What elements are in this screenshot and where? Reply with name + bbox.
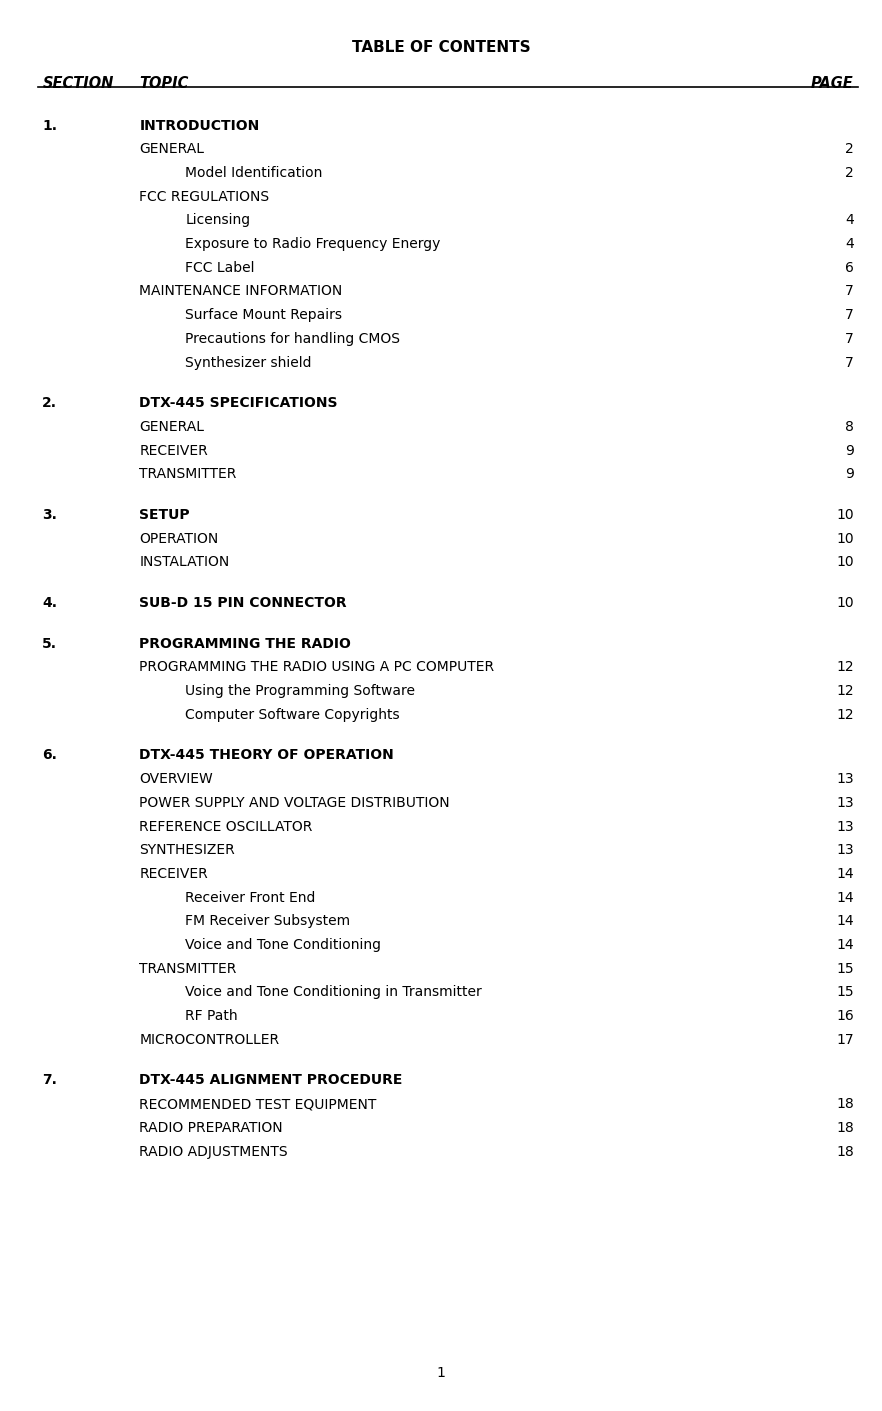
Text: 5.: 5. [42,636,57,650]
Text: 7: 7 [845,285,854,299]
Text: FM Receiver Subsystem: FM Receiver Subsystem [185,914,350,928]
Text: 3.: 3. [42,508,57,522]
Text: 14: 14 [836,890,854,904]
Text: OPERATION: OPERATION [139,532,219,546]
Text: 4.: 4. [42,595,57,610]
Text: FCC REGULATIONS: FCC REGULATIONS [139,189,270,203]
Text: INSTALATION: INSTALATION [139,556,229,570]
Text: TRANSMITTER: TRANSMITTER [139,962,236,976]
Text: Licensing: Licensing [185,213,250,227]
Text: 9: 9 [845,467,854,481]
Text: 12: 12 [836,660,854,674]
Text: 6.: 6. [42,748,57,762]
Text: REFERENCE OSCILLATOR: REFERENCE OSCILLATOR [139,820,313,834]
Text: 15: 15 [836,985,854,999]
Text: Receiver Front End: Receiver Front End [185,890,316,904]
Text: 12: 12 [836,708,854,722]
Text: 13: 13 [836,820,854,834]
Text: 15: 15 [836,962,854,976]
Text: 13: 13 [836,772,854,786]
Text: 10: 10 [836,532,854,546]
Text: Voice and Tone Conditioning in Transmitter: Voice and Tone Conditioning in Transmitt… [185,985,482,999]
Text: 18: 18 [836,1098,854,1112]
Text: DTX-445 SPECIFICATIONS: DTX-445 SPECIFICATIONS [139,396,338,411]
Text: Computer Software Copyrights: Computer Software Copyrights [185,708,400,722]
Text: TABLE OF CONTENTS: TABLE OF CONTENTS [352,40,530,55]
Text: FCC Label: FCC Label [185,261,255,275]
Text: SUB-D 15 PIN CONNECTOR: SUB-D 15 PIN CONNECTOR [139,595,347,610]
Text: PAGE: PAGE [811,76,854,92]
Text: 1.: 1. [42,119,57,133]
Text: RADIO ADJUSTMENTS: RADIO ADJUSTMENTS [139,1144,288,1158]
Text: SETUP: SETUP [139,508,190,522]
Text: Using the Programming Software: Using the Programming Software [185,684,415,698]
Text: 7: 7 [845,356,854,370]
Text: RECEIVER: RECEIVER [139,443,208,457]
Text: SECTION: SECTION [42,76,114,92]
Text: RF Path: RF Path [185,1009,238,1023]
Text: MAINTENANCE INFORMATION: MAINTENANCE INFORMATION [139,285,342,299]
Text: 18: 18 [836,1120,854,1134]
Text: Precautions for handling CMOS: Precautions for handling CMOS [185,332,400,346]
Text: DTX-445 ALIGNMENT PROCEDURE: DTX-445 ALIGNMENT PROCEDURE [139,1074,403,1088]
Text: 7.: 7. [42,1074,57,1088]
Text: 8: 8 [845,420,854,435]
Text: POWER SUPPLY AND VOLTAGE DISTRIBUTION: POWER SUPPLY AND VOLTAGE DISTRIBUTION [139,796,450,810]
Text: 10: 10 [836,595,854,610]
Text: PROGRAMMING THE RADIO: PROGRAMMING THE RADIO [139,636,351,650]
Text: PROGRAMMING THE RADIO USING A PC COMPUTER: PROGRAMMING THE RADIO USING A PC COMPUTE… [139,660,495,674]
Text: Voice and Tone Conditioning: Voice and Tone Conditioning [185,938,381,952]
Text: Synthesizer shield: Synthesizer shield [185,356,311,370]
Text: 16: 16 [836,1009,854,1023]
Text: TOPIC: TOPIC [139,76,189,92]
Text: 13: 13 [836,796,854,810]
Text: GENERAL: GENERAL [139,143,205,157]
Text: 9: 9 [845,443,854,457]
Text: RADIO PREPARATION: RADIO PREPARATION [139,1120,283,1134]
Text: SYNTHESIZER: SYNTHESIZER [139,844,235,858]
Text: MICROCONTROLLER: MICROCONTROLLER [139,1033,280,1047]
Text: 4: 4 [845,213,854,227]
Text: 7: 7 [845,332,854,346]
Text: 12: 12 [836,684,854,698]
Text: 10: 10 [836,556,854,570]
Text: 2: 2 [845,143,854,157]
Text: 14: 14 [836,866,854,880]
Text: 14: 14 [836,914,854,928]
Text: 7: 7 [845,308,854,322]
Text: 4: 4 [845,237,854,251]
Text: Surface Mount Repairs: Surface Mount Repairs [185,308,342,322]
Text: RECEIVER: RECEIVER [139,866,208,880]
Text: 2.: 2. [42,396,57,411]
Text: Model Identification: Model Identification [185,166,323,181]
Text: DTX-445 THEORY OF OPERATION: DTX-445 THEORY OF OPERATION [139,748,394,762]
Text: INTRODUCTION: INTRODUCTION [139,119,259,133]
Text: TRANSMITTER: TRANSMITTER [139,467,236,481]
Text: 6: 6 [845,261,854,275]
Text: 14: 14 [836,938,854,952]
Text: 18: 18 [836,1144,854,1158]
Text: 13: 13 [836,844,854,858]
Text: GENERAL: GENERAL [139,420,205,435]
Text: 10: 10 [836,508,854,522]
Text: 1: 1 [437,1366,445,1380]
Text: OVERVIEW: OVERVIEW [139,772,213,786]
Text: RECOMMENDED TEST EQUIPMENT: RECOMMENDED TEST EQUIPMENT [139,1098,377,1112]
Text: 2: 2 [845,166,854,181]
Text: Exposure to Radio Frequency Energy: Exposure to Radio Frequency Energy [185,237,441,251]
Text: 17: 17 [836,1033,854,1047]
